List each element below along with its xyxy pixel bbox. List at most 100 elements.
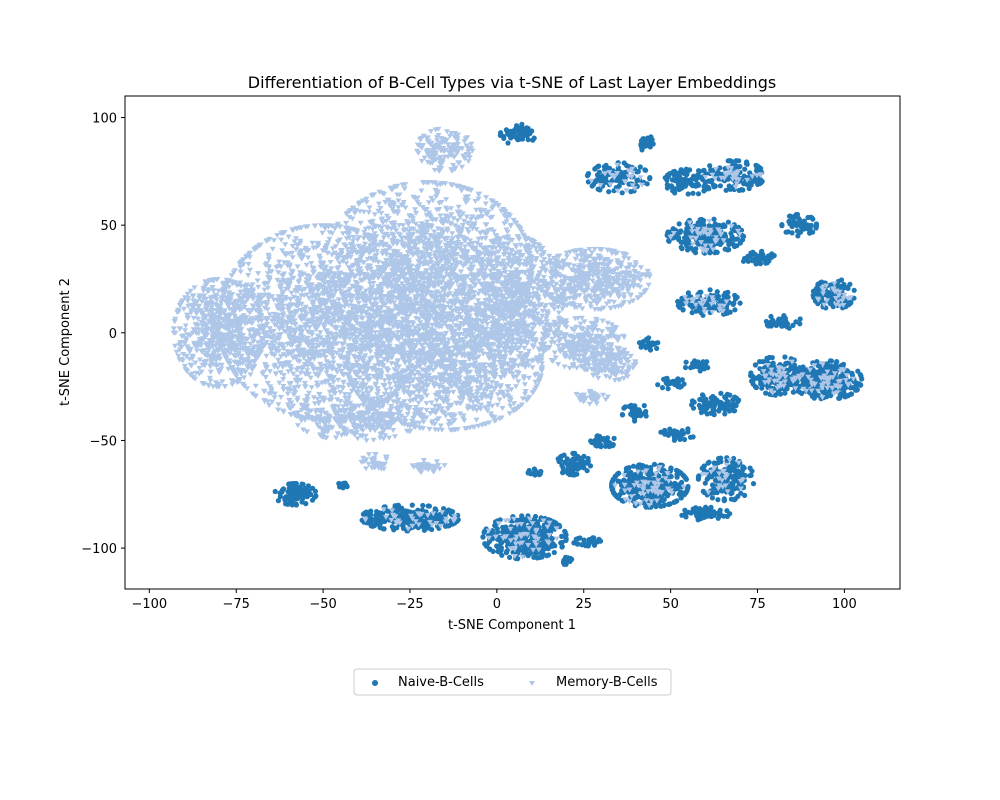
naive-b-cell-point (571, 472, 578, 478)
naive-b-cell-point (809, 215, 815, 221)
naive-b-cell-point (585, 543, 591, 549)
naive-b-cell-point (701, 463, 707, 469)
naive-b-cell-point (661, 503, 667, 509)
naive-b-cell-point (688, 245, 694, 251)
naive-b-cell-point (693, 177, 699, 183)
naive-b-cell-point (813, 225, 819, 231)
naive-b-cell-point (690, 434, 696, 440)
naive-b-cell-point (752, 362, 759, 368)
naive-b-cell-point (406, 519, 412, 525)
memory-b-cell-point (329, 252, 336, 258)
chart-title: Differentiation of B-Cell Types via t-SN… (248, 73, 776, 92)
naive-b-cell-point (735, 468, 741, 474)
naive-b-cell-point (619, 190, 625, 196)
naive-b-cell-point (568, 463, 574, 469)
naive-b-cell-point (697, 396, 703, 403)
naive-b-cell-point (682, 507, 688, 513)
naive-b-cell-point (678, 167, 684, 173)
memory-b-cell-point (294, 398, 301, 404)
naive-b-cell-point (593, 178, 599, 184)
naive-b-cell-point (636, 340, 643, 346)
naive-b-cell-point (745, 254, 751, 260)
memory-b-cell-point (346, 336, 353, 342)
naive-b-cell-point (707, 163, 713, 169)
naive-b-cell-point (499, 552, 505, 558)
naive-b-cell-point (700, 220, 706, 226)
memory-b-cell-point (274, 233, 281, 238)
naive-b-cell-point (498, 540, 504, 546)
naive-b-cell-point (395, 507, 401, 513)
naive-b-cell-point (742, 166, 748, 172)
naive-b-cell-point (519, 125, 526, 131)
naive-b-cell-point (750, 178, 756, 184)
naive-b-cell-point (722, 411, 728, 417)
naive-b-cell-point (700, 513, 706, 519)
naive-b-cell-point (371, 523, 377, 529)
naive-b-cell-point (610, 443, 616, 449)
naive-b-cell-point (648, 494, 655, 500)
naive-b-cell-point (737, 300, 743, 306)
naive-b-cell-point (561, 468, 567, 474)
naive-b-cell-point (280, 486, 287, 492)
naive-b-cell-point (508, 128, 514, 134)
naive-b-cell-point (803, 381, 809, 387)
memory-b-cell-point (255, 271, 262, 277)
naive-b-cell-point (759, 385, 765, 391)
naive-b-cell-point (715, 497, 721, 503)
naive-b-cell-point (512, 126, 519, 132)
naive-b-cell-point (539, 554, 545, 560)
naive-b-cell-point (587, 463, 594, 469)
naive-b-cell-point (748, 472, 754, 478)
naive-b-cell-point (621, 405, 627, 411)
memory-b-cell-point (267, 369, 273, 375)
memory-b-cell-point (245, 261, 252, 267)
naive-b-cell-point (784, 386, 790, 392)
naive-b-cell-point (337, 484, 343, 490)
naive-b-cell-point (597, 538, 604, 544)
naive-b-cell-point (513, 134, 519, 140)
naive-b-cell-point (591, 538, 597, 544)
naive-b-cell-point (797, 229, 804, 235)
naive-b-cell-point (689, 310, 695, 316)
memory-b-cell-point (307, 375, 314, 381)
naive-b-cell-point (573, 536, 579, 542)
memory-b-cells-points (170, 126, 857, 560)
naive-b-cell-point (700, 177, 706, 183)
naive-b-cell-point (721, 222, 727, 228)
naive-b-cell-point (642, 167, 648, 173)
naive-b-cell-point (647, 347, 654, 353)
naive-b-cell-point (687, 178, 694, 184)
naive-b-cell-point (376, 514, 382, 520)
naive-b-cell-point (743, 161, 750, 167)
naive-b-cell-point (726, 401, 732, 407)
naive-b-cell-point (403, 513, 409, 519)
naive-b-cell-point (686, 240, 693, 246)
naive-b-cell-point (685, 191, 691, 197)
naive-b-cell-point (781, 316, 788, 322)
naive-b-cell-point (758, 249, 765, 255)
naive-b-cell-point (649, 340, 656, 346)
naive-b-cell-point (749, 378, 755, 384)
naive-b-cell-point (672, 168, 678, 174)
naive-b-cell-point (676, 186, 682, 193)
naive-b-cell-point (394, 525, 400, 531)
naive-b-cell-point (549, 536, 555, 542)
naive-b-cell-point (377, 525, 383, 531)
naive-b-cell-point (803, 224, 809, 230)
naive-b-cell-point (653, 503, 659, 510)
memory-b-cell-point (252, 394, 259, 399)
memory-b-cell-point (271, 238, 277, 244)
naive-b-cell-point (277, 494, 283, 500)
naive-b-cell-point (715, 515, 721, 521)
memory-b-cell-point (294, 264, 301, 270)
naive-b-cell-point (793, 319, 799, 325)
naive-b-cell-point (750, 249, 756, 255)
naive-b-cell-point (543, 545, 549, 551)
naive-b-cell-point (693, 246, 699, 252)
naive-b-cell-point (285, 489, 291, 495)
naive-b-cell-point (385, 508, 391, 514)
memory-b-cell-point (308, 261, 315, 266)
naive-b-cell-point (711, 396, 717, 402)
naive-b-cell-point (645, 135, 651, 141)
naive-b-cell-point (717, 510, 723, 516)
